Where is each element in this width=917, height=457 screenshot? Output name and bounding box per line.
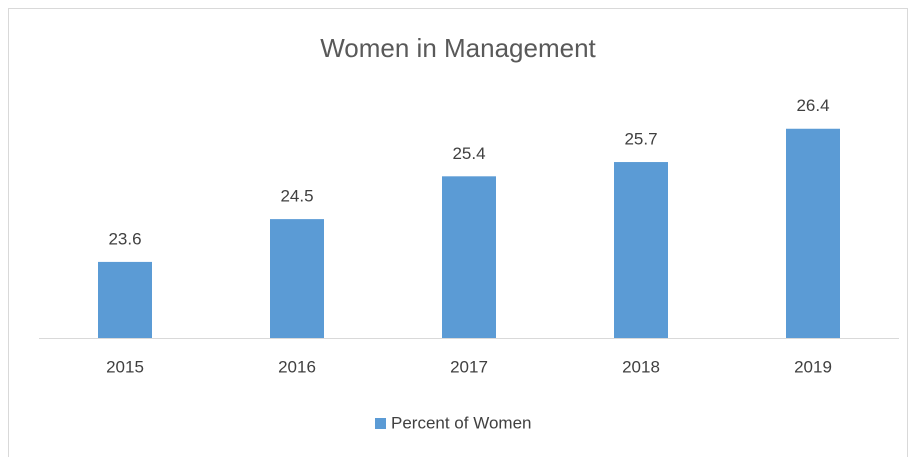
data-label: 23.6 xyxy=(108,229,141,248)
x-tick-label: 2017 xyxy=(450,357,488,376)
legend-label: Percent of Women xyxy=(391,413,531,432)
x-tick-label: 2015 xyxy=(106,357,144,376)
legend-swatch xyxy=(375,418,386,429)
x-tick-label: 2019 xyxy=(794,357,832,376)
data-label: 26.4 xyxy=(796,96,829,115)
bar xyxy=(786,128,840,338)
bar xyxy=(270,219,324,338)
chart-frame xyxy=(8,8,908,457)
x-tick-label: 2016 xyxy=(278,357,316,376)
data-label: 25.4 xyxy=(452,144,485,163)
bar xyxy=(614,162,668,338)
chart-title: Women in Management xyxy=(320,33,596,63)
bar xyxy=(98,261,152,338)
data-label: 25.7 xyxy=(624,130,657,149)
data-label: 24.5 xyxy=(280,187,313,206)
bar xyxy=(442,176,496,338)
x-tick-label: 2018 xyxy=(622,357,660,376)
